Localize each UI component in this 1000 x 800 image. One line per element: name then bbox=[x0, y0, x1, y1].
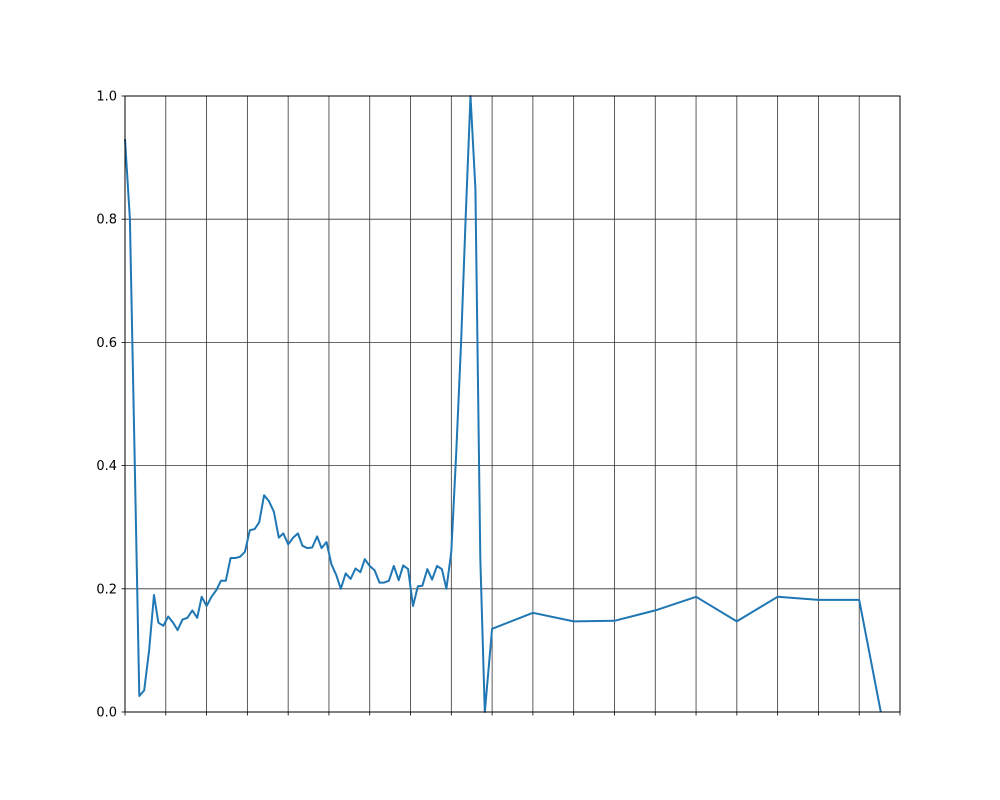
y-tick-label: 0.8 bbox=[96, 213, 117, 228]
x-axis-ticks bbox=[124, 712, 901, 716]
y-axis-tick-labels: 0.0 0.2 0.4 0.6 0.8 1.0 bbox=[96, 90, 117, 721]
y-axis-ticks bbox=[121, 95, 125, 713]
y-tick-label: 0.6 bbox=[96, 336, 117, 351]
vertical-gridlines bbox=[124, 96, 901, 712]
series-line bbox=[124, 95, 882, 713]
y-tick-label: 0.4 bbox=[96, 459, 117, 474]
series-layer bbox=[124, 95, 882, 713]
y-tick-label: 1.0 bbox=[96, 90, 117, 105]
y-tick-label: 0.2 bbox=[96, 582, 117, 597]
y-tick-label: 0.0 bbox=[96, 706, 117, 721]
plot-area-frame bbox=[124, 95, 901, 713]
